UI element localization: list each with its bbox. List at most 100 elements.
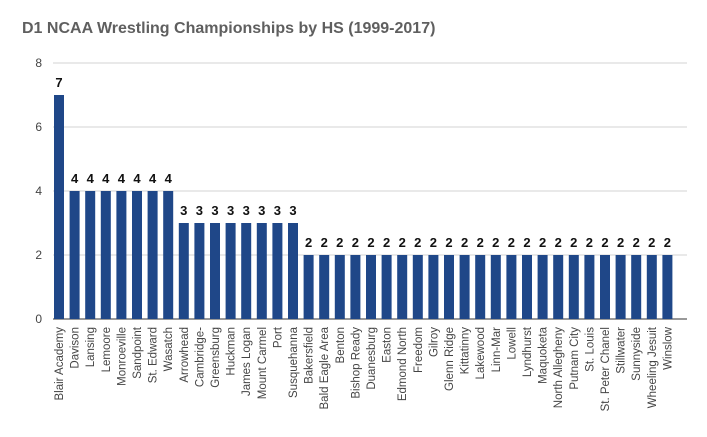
category-label: Maquoketa	[538, 326, 550, 384]
data-label: 2	[383, 235, 390, 250]
category-label: Easton	[382, 327, 394, 363]
category-label: Duanesburg	[366, 327, 378, 390]
bar	[537, 255, 548, 319]
data-label: 2	[321, 235, 328, 250]
bar	[241, 223, 252, 319]
category-label: St. Louis	[584, 327, 596, 372]
data-label: 2	[586, 235, 593, 250]
bar	[194, 223, 205, 319]
data-labels: 74 4 4 4 4 4 43 3 3 3 3 3 3 32 2 2 2 2 2 2 2 2 2 2 2 2 2 2 2 2 2 2 2 2 2 2 2	[55, 75, 671, 250]
y-tick-label: 2	[35, 248, 42, 262]
data-label: 3	[211, 203, 218, 218]
bar	[100, 191, 111, 319]
category-label: Glenn Ridge	[444, 327, 456, 391]
data-label: 3	[289, 203, 296, 218]
y-tick-label: 4	[35, 184, 42, 198]
category-label: Susquehanna	[288, 326, 300, 398]
data-label: 2	[648, 235, 655, 250]
bar	[272, 223, 283, 319]
bar	[366, 255, 376, 319]
category-label: Arrowhead	[179, 327, 191, 383]
data-label: 2	[508, 235, 515, 250]
bar	[350, 255, 361, 319]
x-axis: Blair Academy Davison Lansing Lemoore Monroe…	[54, 326, 674, 411]
category-label: Huckman	[226, 327, 238, 376]
bar	[256, 223, 267, 319]
category-label: Linn-Mar	[491, 327, 503, 373]
bar	[522, 255, 532, 319]
data-label: 3	[258, 203, 265, 218]
category-label: Greensburg	[210, 327, 222, 388]
bar	[397, 255, 408, 319]
bar	[210, 223, 220, 319]
data-label: 4	[165, 171, 173, 186]
data-label: 2	[336, 235, 343, 250]
bar	[428, 255, 439, 319]
data-label: 2	[352, 235, 359, 250]
data-label: 3	[243, 203, 250, 218]
bar	[475, 255, 486, 319]
category-label: Wasatch	[163, 327, 175, 371]
chart-title: D1 NCAA Wrestling Championships by HS (1…	[22, 20, 436, 37]
data-label: 2	[461, 235, 468, 250]
data-label: 2	[664, 235, 671, 250]
bar	[615, 255, 626, 319]
bar	[69, 191, 80, 319]
data-label: 2	[445, 235, 452, 250]
data-label: 4	[71, 171, 79, 186]
category-label: Edmond North	[397, 327, 409, 401]
data-label: 2	[601, 235, 608, 250]
category-label: Lemoore	[101, 327, 113, 372]
data-label: 2	[555, 235, 562, 250]
data-label: 4	[118, 171, 126, 186]
bar	[490, 255, 501, 319]
data-label: 4	[102, 171, 110, 186]
category-label: Kittatinny	[460, 327, 472, 375]
data-label: 2	[570, 235, 577, 250]
y-tick-label: 0	[35, 312, 42, 326]
category-label: Davison	[70, 327, 82, 369]
y-tick-label: 8	[35, 56, 42, 70]
bar	[288, 223, 298, 319]
category-label: Benton	[335, 327, 347, 363]
category-label: Bishop Ready	[350, 327, 362, 399]
bar	[584, 255, 595, 319]
data-label: 4	[133, 171, 141, 186]
data-label: 2	[633, 235, 640, 250]
data-label: 3	[180, 203, 187, 218]
category-label: Lansing	[85, 327, 97, 367]
data-label: 2	[430, 235, 437, 250]
bar	[444, 255, 454, 319]
category-label: Lowell	[506, 327, 518, 360]
bar	[646, 255, 657, 319]
bar	[178, 223, 189, 319]
category-label: Bald Eagle Area	[319, 326, 331, 409]
category-label: St. Edward	[148, 327, 160, 383]
category-label: Stillwater	[616, 327, 628, 374]
category-label: Lyndhurst	[522, 326, 534, 377]
data-label: 7	[55, 75, 62, 90]
data-label: 3	[227, 203, 234, 218]
category-label: Sunnyside	[631, 327, 643, 381]
category-label: Freedom	[413, 327, 425, 373]
bar	[459, 255, 470, 319]
data-label: 2	[523, 235, 530, 250]
bar	[225, 223, 236, 319]
bar	[54, 95, 64, 319]
category-label: St. Peter Chanel	[600, 327, 612, 411]
category-label: Blair Academy	[54, 327, 66, 401]
data-label: 2	[414, 235, 421, 250]
bar	[334, 255, 345, 319]
bar	[600, 255, 610, 319]
bar	[132, 191, 142, 319]
bars	[54, 95, 673, 319]
bar	[381, 255, 392, 319]
category-label: Port	[272, 326, 284, 348]
category-label: Bakersfield	[304, 327, 316, 384]
data-label: 2	[367, 235, 374, 250]
data-label: 2	[492, 235, 499, 250]
category-label: Sandpoint	[132, 326, 144, 379]
category-label: Putnam City	[569, 327, 581, 390]
data-label: 4	[149, 171, 157, 186]
